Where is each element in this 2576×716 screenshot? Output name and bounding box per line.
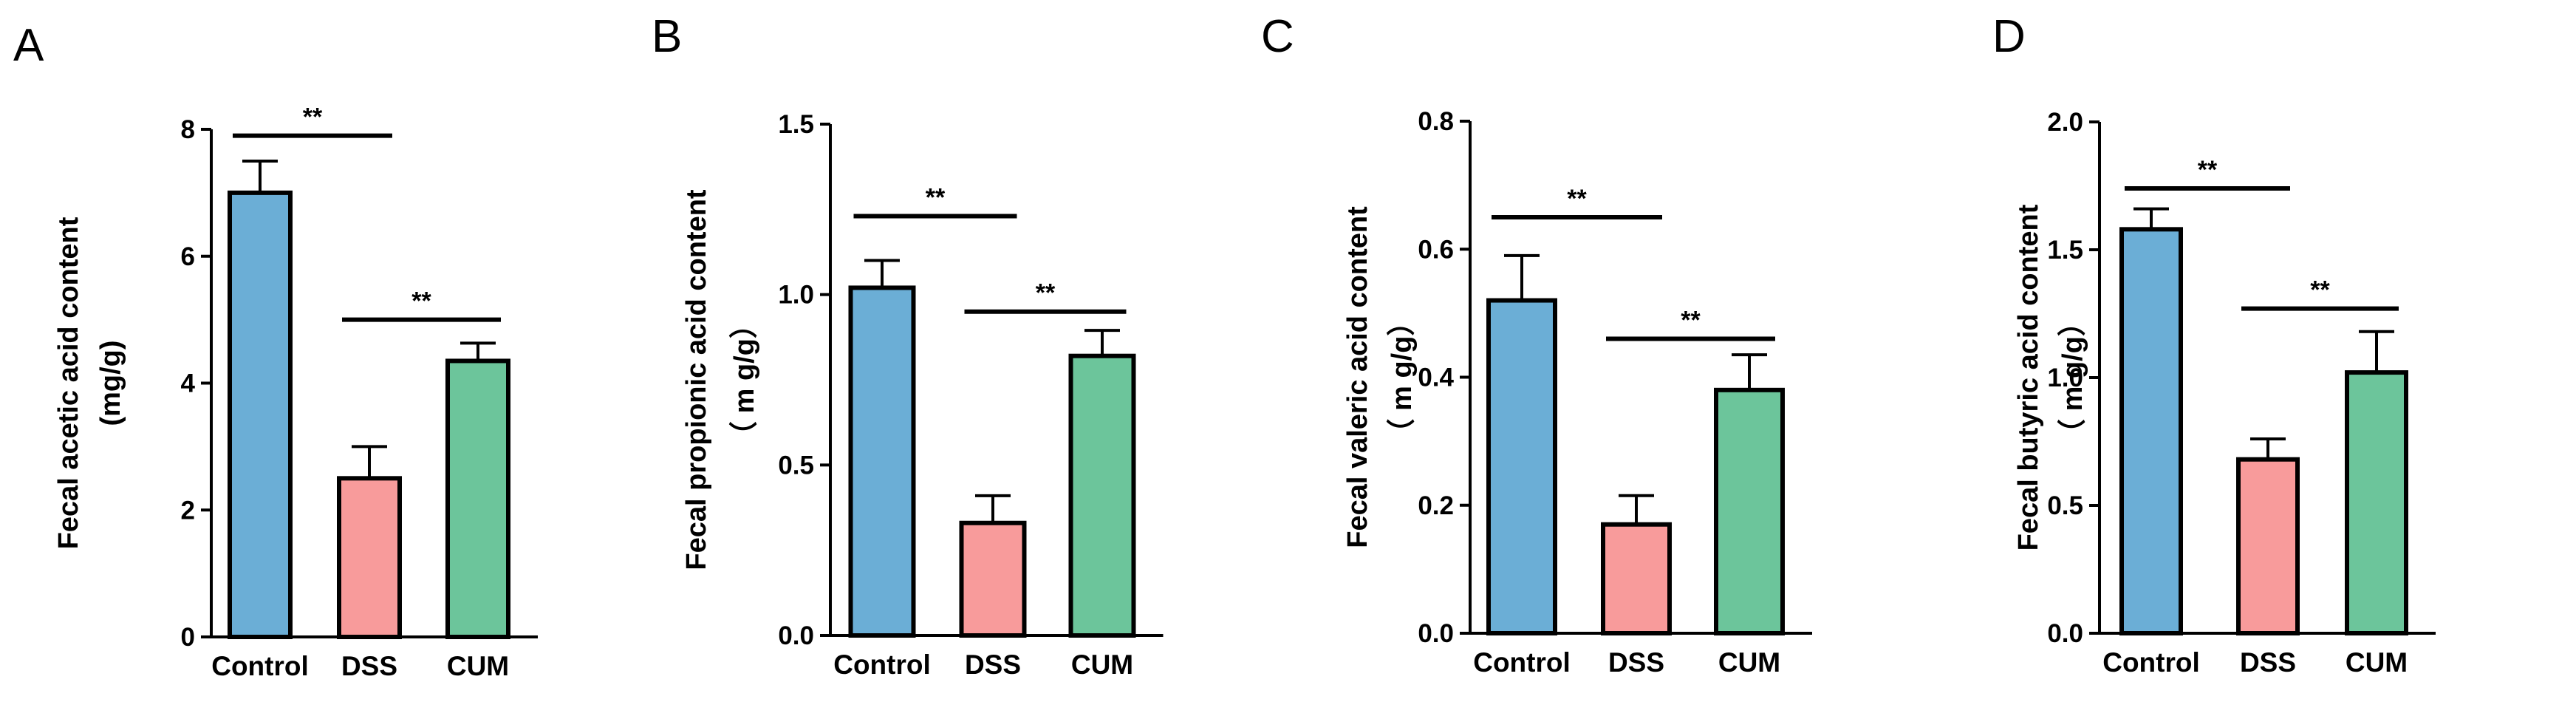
y-axis-title: Fecal butyric acid content: [2013, 204, 2044, 550]
y-tick-label: 0.5: [2047, 491, 2083, 520]
y-tick-label: 1.0: [2047, 364, 2083, 392]
x-tick-label-dss: DSS: [965, 649, 1021, 680]
y-axis-title: Fecal acetic acid content: [53, 216, 84, 549]
significance-label: **: [1681, 307, 1701, 335]
bar-cum: [1714, 387, 1785, 635]
panel-c: C Fecal valeric acid content （ m g/g） 0.0 0.…: [1261, 11, 1812, 678]
y-axis-title: Fecal valeric acid content: [1342, 206, 1373, 548]
panel-letter: D: [1992, 11, 2026, 62]
y-tick-label: 0.0: [778, 621, 814, 650]
x-tick-label-cum: CUM: [1718, 647, 1780, 678]
bar-control: [848, 285, 916, 638]
significance-label: **: [2310, 276, 2330, 304]
y-tick-label: 1.5: [778, 110, 814, 139]
bar-control: [228, 190, 293, 639]
panel-letter: A: [13, 20, 44, 71]
bar-control: [2119, 227, 2183, 635]
bar-dss: [1601, 522, 1672, 635]
bar-cum: [445, 358, 510, 639]
y-axis-unit: (mg/g): [95, 340, 126, 426]
significance-label: **: [411, 287, 431, 316]
y-tick-label: 0.5: [778, 451, 814, 480]
y-axis-unit: （ m g/g）: [2057, 308, 2088, 447]
y-tick-label: 8: [181, 115, 195, 144]
significance-label: **: [303, 103, 323, 132]
y-tick-label: 6: [181, 242, 195, 271]
significance-label: **: [1036, 279, 1056, 307]
y-tick-label: 0.2: [1418, 491, 1454, 520]
significance-label: **: [1567, 185, 1587, 213]
bar-cum: [1068, 353, 1136, 638]
significance-label: **: [926, 184, 946, 212]
y-tick-label: 1.5: [2047, 236, 2083, 265]
y-tick-label: 1.0: [778, 281, 814, 310]
x-tick-label-control: Control: [1473, 647, 1571, 678]
y-tick-label: 0.8: [1418, 107, 1454, 136]
x-tick-label-cum: CUM: [2346, 647, 2408, 678]
bar-dss: [337, 476, 402, 639]
y-tick-label: 0.4: [1418, 364, 1454, 392]
panel-a: A Fecal acetic acid content (mg/g) 0 2 4 6 8 Con…: [13, 20, 538, 681]
significance-label: **: [2198, 156, 2218, 184]
x-tick-label-control: Control: [833, 649, 931, 680]
panel-letter: B: [652, 11, 682, 62]
bar-dss: [959, 520, 1027, 638]
bar-dss: [2236, 457, 2300, 635]
x-tick-label-control: Control: [211, 651, 309, 681]
y-tick-label: 4: [181, 369, 196, 398]
y-tick-label: 0.0: [1418, 619, 1454, 648]
y-axis-unit: （ m g/g）: [1387, 308, 1418, 447]
panel-b: B Fecal propionic acid content （ m g/g） 0.0…: [652, 11, 1164, 680]
x-tick-label-control: Control: [2102, 647, 2200, 678]
y-tick-label: 0: [181, 623, 195, 652]
bar-cum: [2345, 370, 2408, 635]
panel-letter: C: [1261, 11, 1294, 62]
y-axis-title: Fecal propionic acid content: [681, 189, 712, 570]
y-axis-unit: （ m g/g）: [729, 310, 760, 449]
x-tick-label-dss: DSS: [341, 651, 397, 681]
x-tick-label-cum: CUM: [1071, 649, 1133, 680]
y-tick-label: 2: [181, 496, 195, 525]
panel-d: D Fecal butyric acid content （ m g/g） 0.0 0.…: [1992, 11, 2436, 678]
y-tick-label: 2.0: [2047, 108, 2083, 137]
x-tick-label-cum: CUM: [447, 651, 509, 681]
bar-control: [1486, 298, 1557, 635]
y-tick-label: 0.6: [1418, 235, 1454, 264]
x-tick-label-dss: DSS: [2240, 647, 2296, 678]
x-tick-label-dss: DSS: [1608, 647, 1664, 678]
y-tick-label: 0.0: [2047, 619, 2083, 648]
